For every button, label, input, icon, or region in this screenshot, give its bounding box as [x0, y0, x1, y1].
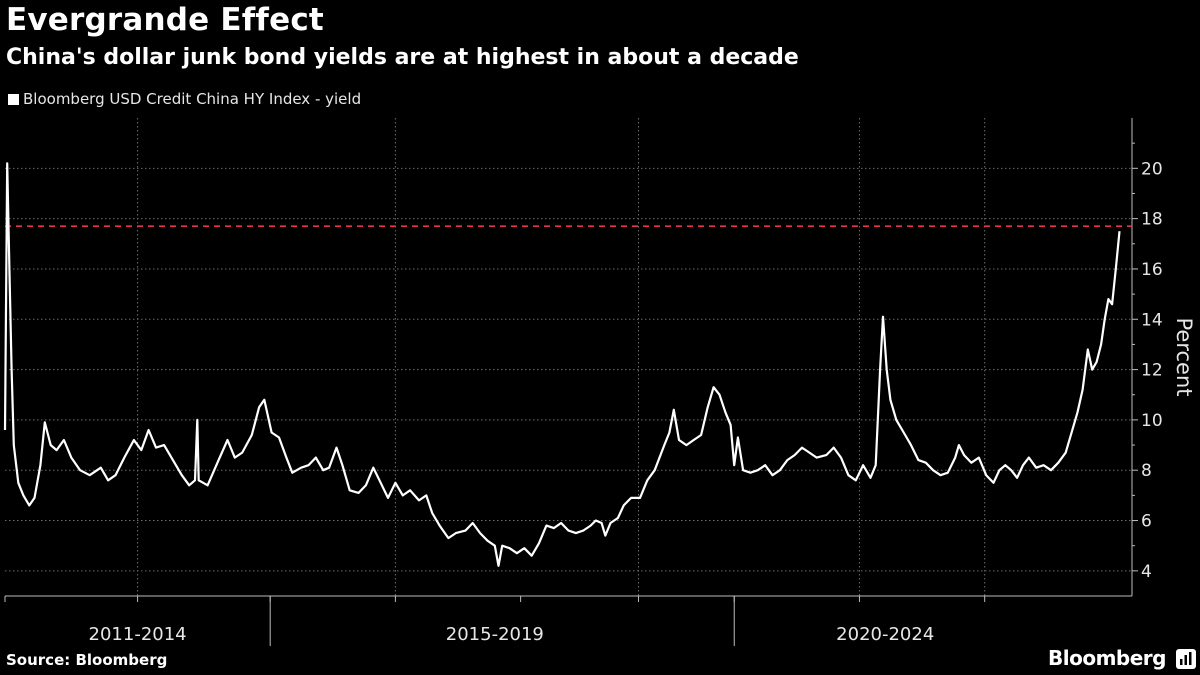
y-tick-label: 14: [1141, 310, 1163, 330]
chart-title: Evergrande Effect: [6, 2, 324, 38]
y-tick-label: 4: [1141, 562, 1152, 582]
legend-swatch: [8, 93, 19, 105]
x-group-label: 2020-2024: [836, 624, 934, 645]
y-tick-label: 20: [1141, 159, 1163, 179]
chart-subtitle: China's dollar junk bond yields are at h…: [6, 45, 799, 70]
y-tick-label: 6: [1141, 512, 1152, 532]
y-tick-label: 10: [1141, 411, 1163, 431]
y-axis-label: Percent: [1172, 317, 1196, 396]
bloomberg-logo: Bloomberg: [1048, 646, 1166, 670]
series-line: [3, 162, 1121, 567]
y-tick-label: 8: [1141, 461, 1152, 481]
legend-label: Bloomberg USD Credit China HY Index - yi…: [23, 90, 362, 108]
x-group-label: 2015-2019: [446, 624, 544, 645]
source-note: Source: Bloomberg: [6, 651, 168, 669]
y-tick-label: 12: [1141, 361, 1163, 381]
bloomberg-chart-icon: [1176, 649, 1196, 669]
legend: Bloomberg USD Credit China HY Index - yi…: [8, 90, 361, 108]
y-tick-label: 16: [1141, 260, 1163, 280]
x-group-label: 2011-2014: [89, 624, 187, 645]
y-tick-label: 18: [1141, 210, 1163, 230]
